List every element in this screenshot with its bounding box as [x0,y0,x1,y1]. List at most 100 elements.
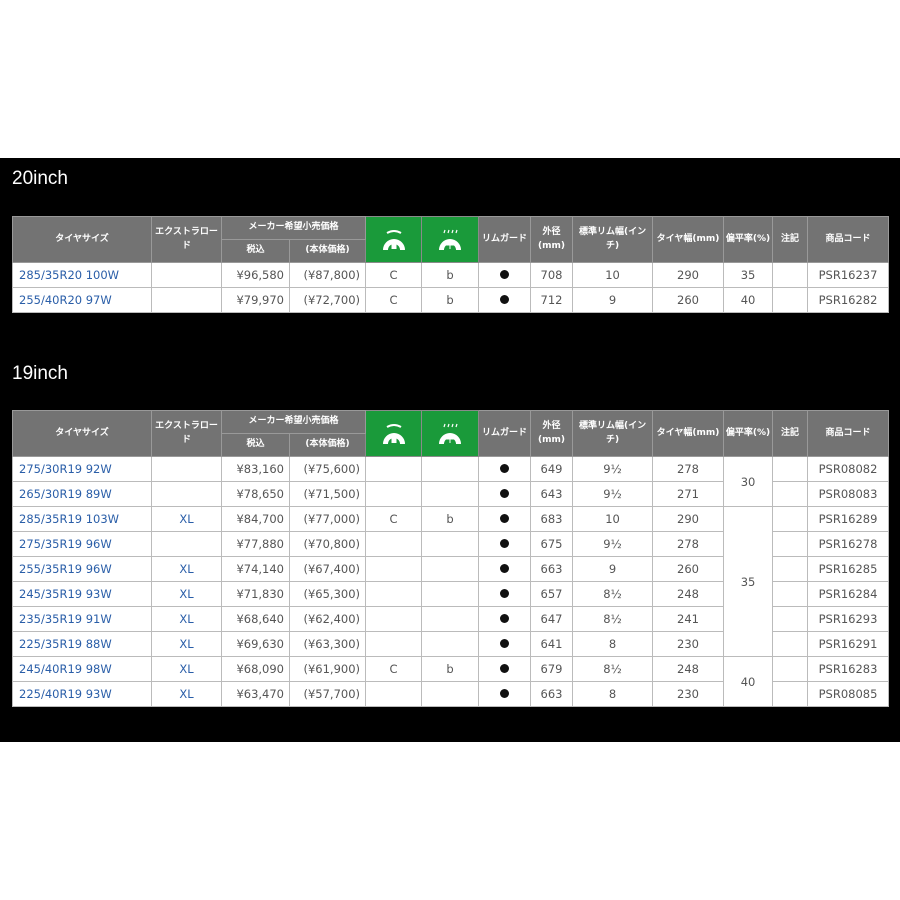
rim-width: 10 [572,506,654,532]
fuel-grade [365,606,423,632]
xl-cell [151,481,222,507]
table-row: 255/40R20 97W ¥79,970 (¥72,700) C b 712 … [12,287,890,313]
rim-width: 9½ [572,481,654,507]
header-tire-width: タイヤ幅(mm) [652,216,725,263]
tire-size-link[interactable]: 255/40R20 97W [12,287,152,313]
price-body: (¥63,300) [288,631,367,657]
price-body: (¥77,000) [288,506,367,532]
header-size: タイヤサイズ [12,216,152,263]
rim-guard-dot-icon [500,295,510,304]
product-code: PSR08082 [807,456,890,482]
tire-size-link[interactable]: 245/35R19 93W [12,581,152,607]
outer-diameter: 675 [530,531,574,557]
rim-guard-cell [478,581,532,607]
price-body: (¥72,700) [288,287,367,313]
price-tax-incl: ¥78,650 [221,481,290,507]
outer-diameter: 708 [530,262,574,288]
price-tax-incl: ¥71,830 [221,581,290,607]
wet-grade [421,581,480,607]
header-code: 商品コード [807,216,890,263]
fuel-grade [365,456,423,482]
section-title-19inch: 19inch [12,363,68,384]
tire-size-link[interactable]: 285/35R20 100W [12,262,152,288]
xl-cell: XL [151,656,222,682]
table-row: 285/35R20 100W ¥96,580 (¥87,800) C b 708… [12,262,890,288]
aspect-cell: 30 [723,456,774,507]
rim-guard-dot-icon [500,589,510,598]
price-tax-incl: ¥63,470 [221,681,290,707]
header-code: 商品コード [807,410,890,457]
fuel-grade [365,581,423,607]
rim-guard-cell [478,506,532,532]
header-outer: 外径(mm) [530,216,574,263]
rim-guard-dot-icon [500,689,510,698]
tire-size-link[interactable]: 245/40R19 98W [12,656,152,682]
price-body: (¥61,900) [288,656,367,682]
tire-size-link[interactable]: 265/30R19 89W [12,481,152,507]
product-code: PSR16282 [807,287,890,313]
tire-size-link[interactable]: 275/35R19 96W [12,531,152,557]
table-row: 225/40R19 93W XL ¥63,470 (¥57,700) 663 8… [12,681,890,707]
tire-size-link[interactable]: 255/35R19 96W [12,556,152,582]
price-tax-incl: ¥74,140 [221,556,290,582]
outer-diameter: 649 [530,456,574,482]
tire-width: 290 [652,506,725,532]
xl-cell: XL [151,681,222,707]
price-tax-incl: ¥68,090 [221,656,290,682]
aspect-cell: 40 [723,656,774,707]
table-row: 235/35R19 91W XL ¥68,640 (¥62,400) 647 8… [12,606,890,632]
rim-width: 8 [572,631,654,657]
tire-width: 241 [652,606,725,632]
outer-diameter: 683 [530,506,574,532]
wet-grade [421,681,480,707]
price-tax-incl: ¥84,700 [221,506,290,532]
tire-table-19inch: タイヤサイズ エクストラロード メーカー希望小売価格 リムガード 外径(mm) … [12,410,890,707]
tire-width: 271 [652,481,725,507]
rim-width: 8½ [572,606,654,632]
xl-cell [151,287,222,313]
outer-diameter: 647 [530,606,574,632]
header-price: メーカー希望小売価格 [220,410,367,434]
product-code: PSR16285 [807,556,890,582]
tire-size-link[interactable]: 285/35R19 103W [12,506,152,532]
rim-guard-cell [478,681,532,707]
price-tax-incl: ¥96,580 [221,262,290,288]
section-title-20inch: 20inch [12,168,68,189]
header-tire-width: タイヤ幅(mm) [652,410,725,457]
xl-cell: XL [151,606,222,632]
header-rim-guard: リムガード [478,410,532,457]
xl-cell [151,531,222,557]
rim-guard-cell [478,456,532,482]
table-row: 225/35R19 88W XL ¥69,630 (¥63,300) 641 8… [12,631,890,657]
rim-width: 9 [572,556,654,582]
rim-guard-dot-icon [500,539,510,548]
wet-grade: b [421,262,480,288]
header-tax-incl: 税込 [221,239,290,263]
fuel-efficiency-icon [365,216,423,263]
table-row: 285/35R19 103W XL ¥84,700 (¥77,000) C b … [12,506,890,657]
note-cell [772,556,809,582]
note-cell [772,531,809,557]
product-code: PSR16237 [807,262,890,288]
fuel-grade: C [365,287,423,313]
rim-width: 8 [572,681,654,707]
tire-width: 278 [652,456,725,482]
tire-size-link[interactable]: 225/40R19 93W [12,681,152,707]
price-tax-incl: ¥79,970 [221,287,290,313]
tire-size-link[interactable]: 275/30R19 92W [12,456,152,482]
xl-cell [151,262,222,288]
wet-grade [421,481,480,507]
tire-size-link[interactable]: 235/35R19 91W [12,606,152,632]
rim-guard-cell [478,262,532,288]
header-rim-width: 標準リム幅(インチ) [572,410,654,457]
note-cell [772,506,809,532]
header-note: 注記 [772,410,809,457]
wet-grade [421,606,480,632]
rim-guard-cell [478,287,532,313]
table-row: 255/35R19 96W XL ¥74,140 (¥67,400) 663 9… [12,556,890,582]
tire-size-link[interactable]: 225/35R19 88W [12,631,152,657]
note-cell [772,287,809,313]
header-size: タイヤサイズ [12,410,152,457]
rim-guard-dot-icon [500,270,510,279]
wet-grip-icon [421,216,480,263]
